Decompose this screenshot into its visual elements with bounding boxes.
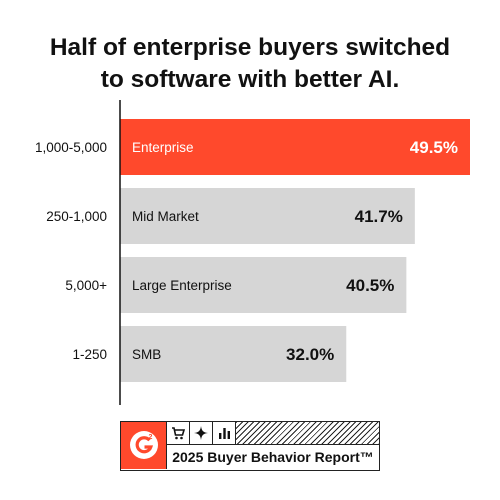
hatch-pattern	[236, 422, 379, 444]
bar-label: Large Enterprise	[132, 278, 232, 293]
g2-logo-icon: 2	[121, 422, 167, 469]
category-label: 5,000+	[65, 278, 107, 293]
value-label: 49.5%	[410, 138, 458, 157]
bar	[120, 257, 407, 313]
svg-text:2: 2	[149, 434, 153, 441]
value-label: 40.5%	[346, 276, 394, 295]
category-label: 1-250	[72, 347, 107, 362]
bar-label: Mid Market	[132, 209, 199, 224]
bar-chart-icon	[213, 422, 236, 444]
value-label: 41.7%	[355, 207, 403, 226]
cart-icon	[167, 422, 190, 444]
report-badge: 2 2025 Buyer Behavior Report™	[120, 421, 380, 471]
bar	[120, 188, 415, 244]
chart-title: Half of enterprise buyers switched to so…	[0, 32, 500, 96]
value-label: 32.0%	[286, 345, 334, 364]
sparkle-icon	[190, 422, 213, 444]
bar	[120, 326, 347, 382]
chart-title-line: to software with better AI.	[100, 66, 400, 93]
bar-chart: 1,000-5,000 Enterprise 49.5% 250-1,000 Mid M…	[35, 100, 470, 405]
category-label: 1,000-5,000	[35, 140, 107, 155]
chart-title-line: Half of enterprise buyers switched	[49, 34, 451, 61]
bar	[120, 119, 470, 175]
badge-icon-row	[167, 422, 379, 445]
report-title: 2025 Buyer Behavior Report™	[172, 449, 374, 465]
category-label: 250-1,000	[46, 209, 107, 224]
bar-label: SMB	[132, 347, 161, 362]
bar-label: Enterprise	[132, 140, 194, 155]
